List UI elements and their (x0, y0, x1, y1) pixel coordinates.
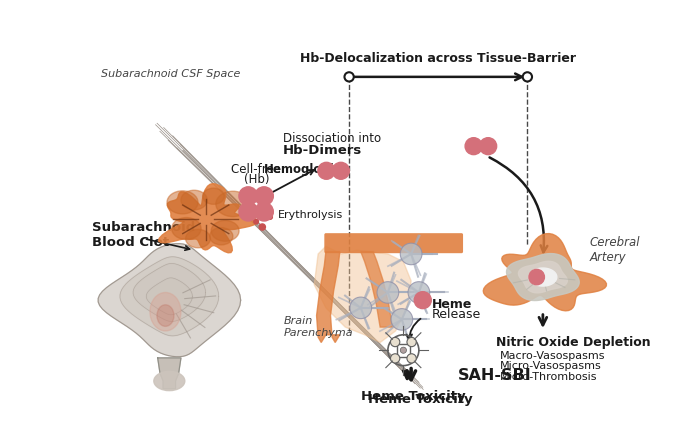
Circle shape (249, 204, 256, 211)
Circle shape (407, 337, 416, 347)
Circle shape (400, 243, 422, 265)
Circle shape (377, 282, 399, 303)
Polygon shape (133, 263, 206, 322)
Text: Dissociation into: Dissociation into (284, 132, 382, 145)
Ellipse shape (172, 218, 201, 240)
Ellipse shape (186, 229, 210, 248)
Polygon shape (98, 244, 240, 357)
Circle shape (407, 354, 416, 363)
Polygon shape (158, 358, 181, 389)
Circle shape (318, 162, 335, 179)
Text: Brain
Parenchyma: Brain Parenchyma (284, 316, 353, 338)
Text: SAH-SBI: SAH-SBI (458, 368, 532, 383)
Text: Macro-Vasospasms: Macro-Vasospasms (500, 351, 606, 361)
Text: Release: Release (432, 307, 482, 320)
Circle shape (465, 138, 482, 155)
Text: Heme Toxicity: Heme Toxicity (361, 390, 465, 403)
Polygon shape (147, 278, 192, 315)
Ellipse shape (181, 190, 208, 210)
Circle shape (332, 162, 349, 179)
Circle shape (263, 201, 268, 207)
Text: Micro-Thrombosis: Micro-Thrombosis (500, 372, 598, 382)
Circle shape (479, 138, 497, 155)
Circle shape (268, 215, 273, 220)
Text: Erythrolysis: Erythrolysis (278, 211, 343, 220)
Circle shape (523, 72, 532, 82)
Polygon shape (314, 246, 411, 343)
Circle shape (350, 297, 371, 319)
Circle shape (408, 282, 429, 303)
Circle shape (391, 309, 412, 330)
Text: Cell-free: Cell-free (232, 163, 285, 176)
Ellipse shape (150, 293, 181, 331)
Circle shape (239, 202, 258, 221)
Ellipse shape (211, 220, 239, 241)
Ellipse shape (216, 191, 250, 217)
Ellipse shape (210, 228, 233, 245)
Polygon shape (316, 252, 340, 343)
Text: Subarachnoid CSF Space: Subarachnoid CSF Space (101, 69, 240, 79)
Circle shape (254, 220, 258, 224)
Text: Heme: Heme (432, 297, 473, 310)
Circle shape (529, 269, 545, 285)
Circle shape (257, 211, 263, 217)
Polygon shape (361, 252, 393, 327)
Ellipse shape (167, 191, 198, 214)
Circle shape (390, 337, 400, 347)
Ellipse shape (203, 188, 225, 204)
Circle shape (414, 292, 432, 309)
Polygon shape (519, 261, 567, 293)
Ellipse shape (157, 305, 174, 326)
Circle shape (255, 202, 273, 221)
Polygon shape (529, 268, 557, 286)
Circle shape (400, 347, 406, 353)
Circle shape (390, 354, 400, 363)
Polygon shape (506, 254, 580, 301)
Circle shape (255, 187, 273, 205)
Polygon shape (120, 257, 219, 336)
Text: Heme Toxicity: Heme Toxicity (369, 392, 473, 405)
Circle shape (345, 72, 353, 82)
Polygon shape (159, 184, 258, 253)
Circle shape (239, 187, 258, 205)
Polygon shape (483, 233, 606, 311)
Text: (Hb): (Hb) (245, 173, 270, 186)
Text: Micro-Vasospasms: Micro-Vasospasms (500, 362, 602, 371)
Circle shape (259, 224, 265, 230)
Text: Subarachnoid
Blood Clot: Subarachnoid Blood Clot (92, 221, 195, 249)
FancyBboxPatch shape (324, 233, 463, 253)
Text: Cerebral
Artery: Cerebral Artery (589, 236, 640, 264)
Text: Hb-Delocalization across Tissue-Barrier: Hb-Delocalization across Tissue-Barrier (300, 52, 576, 65)
Ellipse shape (154, 371, 185, 391)
Text: Hemoglobin: Hemoglobin (264, 163, 343, 176)
Text: Nitric Oxide Depletion: Nitric Oxide Depletion (497, 336, 651, 349)
Text: Hb-Dimers: Hb-Dimers (284, 144, 362, 157)
